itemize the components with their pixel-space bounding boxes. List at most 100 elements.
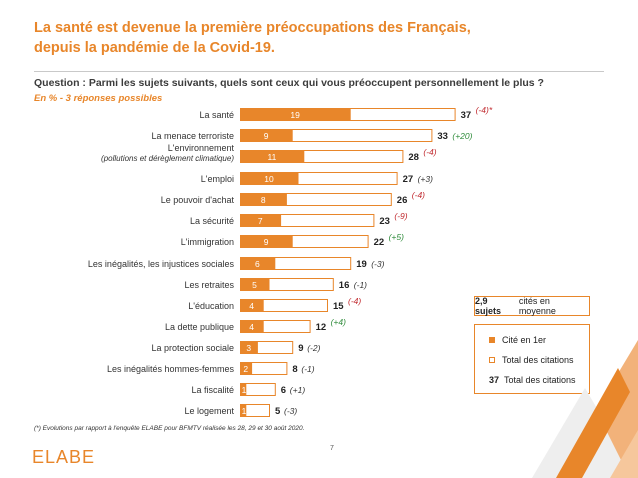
category-label: L'emploi bbox=[201, 174, 234, 184]
change-label: (-9) bbox=[394, 211, 407, 221]
first-value-label: 11 bbox=[267, 152, 276, 162]
first-bar bbox=[240, 362, 253, 375]
total-value-label: 8 bbox=[292, 364, 297, 375]
first-bar bbox=[240, 108, 351, 121]
average-value: 2,9 sujets bbox=[475, 296, 502, 316]
first-bar bbox=[240, 129, 293, 142]
title-line-1: La santé est devenue la première préoccu… bbox=[34, 20, 471, 36]
total-value-label: 5 bbox=[275, 406, 281, 417]
average-text: cités en moyenne bbox=[518, 296, 556, 316]
category-label: La protection sociale bbox=[151, 343, 234, 353]
total-value-label: 37 bbox=[461, 110, 472, 121]
change-label: (-3) bbox=[284, 406, 297, 416]
elabe-logo-icon: ELABE bbox=[32, 447, 95, 467]
change-label: (+5) bbox=[389, 232, 405, 242]
category-label: La menace terroriste bbox=[151, 131, 234, 141]
total-value-label: 22 bbox=[374, 237, 385, 248]
legend-sample-value: 37 bbox=[489, 375, 500, 385]
legend-label-first: Cité en 1er bbox=[502, 335, 547, 345]
change-label: (-3) bbox=[371, 259, 384, 269]
first-value-label: 3 bbox=[246, 343, 251, 353]
legend-item-total: Total des citations bbox=[489, 355, 574, 365]
change-label: (-2) bbox=[307, 343, 320, 353]
change-label: (-4) bbox=[412, 190, 425, 200]
category-label: Les inégalités hommes-femmes bbox=[107, 364, 235, 374]
legend-label-total: Total des citations bbox=[502, 355, 574, 365]
first-value-label: 19 bbox=[290, 110, 300, 120]
first-bar bbox=[240, 172, 299, 185]
first-value-label: 6 bbox=[255, 259, 260, 269]
legend: Cité en 1er Total des citations 37 Total… bbox=[474, 324, 590, 394]
first-bar bbox=[240, 341, 258, 354]
question-text: Question : Parmi les sujets suivants, qu… bbox=[34, 77, 544, 89]
change-label: (+4) bbox=[331, 317, 347, 327]
category-label: L'immigration bbox=[181, 237, 234, 247]
total-value-label: 27 bbox=[403, 174, 414, 185]
total-value-label: 28 bbox=[408, 152, 419, 163]
first-bar bbox=[240, 257, 276, 270]
total-value-label: 26 bbox=[397, 195, 408, 206]
page-title: La santé est devenue la première préoccu… bbox=[34, 18, 471, 58]
total-value-label: 6 bbox=[281, 385, 286, 396]
category-sublabel: (pollutions et dérèglement climatique) bbox=[101, 154, 234, 163]
chart-subtitle: En % - 3 réponses possibles bbox=[34, 93, 163, 104]
legend-swatch-outline bbox=[489, 357, 495, 363]
divider bbox=[34, 71, 604, 72]
category-label: La sécurité bbox=[190, 216, 234, 226]
first-bar bbox=[240, 383, 247, 396]
change-label: (-4) bbox=[348, 296, 361, 306]
first-value-label: 1 bbox=[242, 406, 247, 416]
legend-item-first: Cité en 1er bbox=[489, 335, 546, 345]
total-value-label: 23 bbox=[379, 216, 390, 227]
first-bar bbox=[240, 150, 305, 163]
category-label: Les retraites bbox=[184, 280, 234, 290]
title-line-2: depuis la pandémie de la Covid-19. bbox=[34, 40, 275, 56]
first-value-label: 8 bbox=[261, 195, 266, 205]
first-bar bbox=[240, 404, 247, 417]
category-label: Le logement bbox=[184, 406, 234, 416]
first-bar bbox=[240, 235, 293, 248]
total-value-label: 19 bbox=[356, 259, 367, 270]
change-label: (+3) bbox=[418, 174, 434, 184]
first-bar bbox=[240, 214, 282, 227]
category-label: L'éducation bbox=[188, 301, 234, 311]
total-value-label: 15 bbox=[333, 301, 344, 312]
change-label: (+20) bbox=[452, 131, 472, 141]
total-value-label: 9 bbox=[298, 343, 303, 354]
change-label: (+1) bbox=[290, 385, 306, 395]
change-label: (-1) bbox=[301, 364, 314, 374]
legend-swatch-filled bbox=[489, 337, 495, 343]
first-value-label: 4 bbox=[249, 301, 254, 311]
first-bar bbox=[240, 193, 287, 206]
total-value-label: 16 bbox=[339, 280, 350, 291]
change-label: (-4) bbox=[423, 147, 436, 157]
category-label: Le pouvoir d'achat bbox=[161, 195, 235, 205]
category-label: La santé bbox=[199, 110, 234, 120]
first-bar bbox=[240, 320, 264, 333]
legend-item-sample: 37 Total des citations bbox=[489, 375, 576, 385]
category-label: Les inégalités, les injustices sociales bbox=[88, 259, 235, 269]
total-value-label: 12 bbox=[316, 322, 327, 333]
footnote: (*) Evolutions par rapport à l'enquête E… bbox=[34, 425, 305, 432]
category-label: La dette publique bbox=[165, 322, 234, 332]
first-value-label: 10 bbox=[264, 174, 274, 184]
change-label: (-4)* bbox=[476, 105, 493, 115]
total-value-label: 33 bbox=[437, 131, 448, 142]
first-bar bbox=[240, 278, 270, 291]
change-label: (-1) bbox=[354, 280, 367, 290]
first-value-label: 2 bbox=[243, 364, 248, 374]
first-value-label: 5 bbox=[252, 280, 257, 290]
logo-text: ELABE bbox=[32, 447, 95, 467]
first-bar bbox=[240, 299, 264, 312]
legend-sample-label: Total des citations bbox=[504, 375, 576, 385]
first-value-label: 4 bbox=[249, 322, 254, 332]
first-value-label: 9 bbox=[264, 131, 269, 141]
first-value-label: 1 bbox=[242, 385, 247, 395]
first-value-label: 9 bbox=[264, 237, 269, 247]
category-label: La fiscalité bbox=[191, 385, 234, 395]
first-value-label: 7 bbox=[258, 216, 263, 226]
category-label: L'environnement bbox=[168, 143, 235, 153]
page-number: 7 bbox=[330, 445, 334, 452]
